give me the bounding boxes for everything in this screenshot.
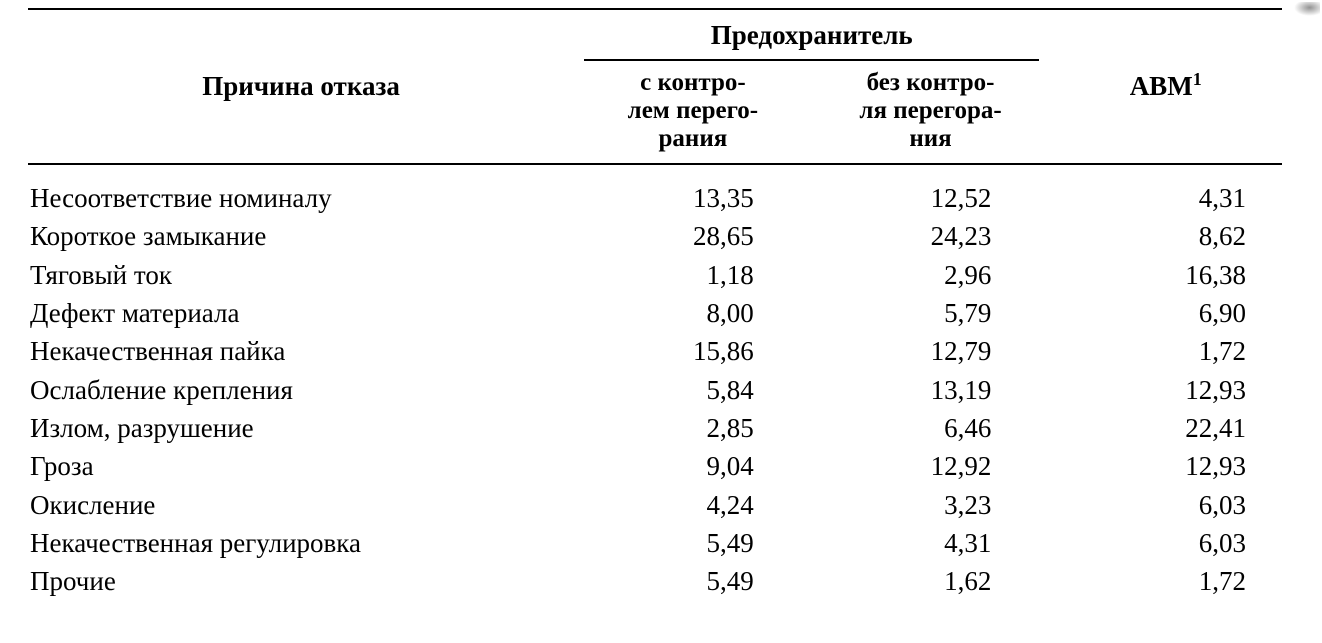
cell-fuse-with: 9,04 (574, 447, 812, 485)
cell-fuse-with: 8,00 (574, 294, 812, 332)
page: Причина отказа Предохранитель АВМ1 с кон… (0, 0, 1322, 643)
col-header-fuse-with-l3: рания (659, 125, 728, 152)
col-header-fuse-without-l1: без контро- (867, 69, 995, 96)
cell-fuse-without: 3,23 (812, 486, 1050, 524)
col-header-fuse-with-l2: лем перего- (628, 97, 758, 124)
col-header-fuse-without-l3: ния (909, 125, 951, 152)
cell-fuse-with: 5,49 (574, 524, 812, 562)
cell-fuse-with: 28,65 (574, 217, 812, 255)
scan-artifact (1294, 2, 1320, 16)
cell-abm: 12,93 (1049, 371, 1282, 409)
col-header-fuse-group-label: Предохранитель (584, 16, 1039, 61)
table-row: Прочие5,491,621,72 (28, 562, 1282, 600)
cell-cause: Некачественная пайка (28, 332, 574, 370)
cell-fuse-without: 12,92 (812, 447, 1050, 485)
cell-cause: Несоответствие номиналу (28, 179, 574, 217)
cell-abm: 8,62 (1049, 217, 1282, 255)
cell-cause: Тяговый ток (28, 256, 574, 294)
cell-cause: Прочие (28, 562, 574, 600)
table-row: Ослабление крепления5,8413,1912,93 (28, 371, 1282, 409)
col-header-fuse-with-l1: с контро- (640, 69, 746, 96)
cell-abm: 1,72 (1049, 332, 1282, 370)
cell-cause: Окисление (28, 486, 574, 524)
cell-fuse-with: 5,49 (574, 562, 812, 600)
table-header: Причина отказа Предохранитель АВМ1 с кон… (28, 9, 1282, 164)
table-row: Гроза9,0412,9212,93 (28, 447, 1282, 485)
table-body: Несоответствие номиналу13,3512,524,31Кор… (28, 164, 1282, 601)
cell-cause: Гроза (28, 447, 574, 485)
cell-abm: 16,38 (1049, 256, 1282, 294)
cell-fuse-without: 24,23 (812, 217, 1050, 255)
col-header-abm: АВМ1 (1049, 9, 1282, 164)
cell-fuse-with: 15,86 (574, 332, 812, 370)
cell-abm: 22,41 (1049, 409, 1282, 447)
cell-abm: 1,72 (1049, 562, 1282, 600)
cell-fuse-with: 2,85 (574, 409, 812, 447)
cell-abm: 4,31 (1049, 179, 1282, 217)
cell-fuse-without: 12,79 (812, 332, 1050, 370)
cell-cause: Короткое замыкание (28, 217, 574, 255)
cell-cause: Излом, разрушение (28, 409, 574, 447)
cell-fuse-with: 5,84 (574, 371, 812, 409)
table-row: Тяговый ток1,182,9616,38 (28, 256, 1282, 294)
cell-abm: 6,03 (1049, 486, 1282, 524)
cell-fuse-with: 13,35 (574, 179, 812, 217)
cell-fuse-without: 12,52 (812, 179, 1050, 217)
col-header-cause: Причина отказа (28, 9, 574, 164)
cell-cause: Дефект материала (28, 294, 574, 332)
col-header-fuse-group: Предохранитель (574, 9, 1049, 67)
col-header-abm-sup: 1 (1193, 69, 1202, 89)
cell-fuse-with: 4,24 (574, 486, 812, 524)
table-row: Несоответствие номиналу13,3512,524,31 (28, 179, 1282, 217)
col-header-fuse-without-l2: ля перегора- (859, 97, 1001, 124)
cell-cause: Ослабление крепления (28, 371, 574, 409)
table-row: Некачественная регулировка5,494,316,03 (28, 524, 1282, 562)
cell-fuse-with: 1,18 (574, 256, 812, 294)
failure-causes-table: Причина отказа Предохранитель АВМ1 с кон… (28, 8, 1282, 601)
cell-fuse-without: 1,62 (812, 562, 1050, 600)
cell-abm: 12,93 (1049, 447, 1282, 485)
table-row: Излом, разрушение2,856,4622,41 (28, 409, 1282, 447)
cell-fuse-without: 4,31 (812, 524, 1050, 562)
table-row: Дефект материала8,005,796,90 (28, 294, 1282, 332)
cell-fuse-without: 2,96 (812, 256, 1050, 294)
col-header-fuse-without: без контро- ля перегора- ния (812, 67, 1050, 164)
cell-abm: 6,03 (1049, 524, 1282, 562)
col-header-abm-label: АВМ (1130, 71, 1193, 101)
col-header-fuse-with: с контро- лем перего- рания (574, 67, 812, 164)
cell-fuse-without: 13,19 (812, 371, 1050, 409)
cell-fuse-without: 5,79 (812, 294, 1050, 332)
cell-fuse-without: 6,46 (812, 409, 1050, 447)
table-row: Короткое замыкание28,6524,238,62 (28, 217, 1282, 255)
table-row: Окисление4,243,236,03 (28, 486, 1282, 524)
table-row: Некачественная пайка15,8612,791,72 (28, 332, 1282, 370)
cell-cause: Некачественная регулировка (28, 524, 574, 562)
cell-abm: 6,90 (1049, 294, 1282, 332)
